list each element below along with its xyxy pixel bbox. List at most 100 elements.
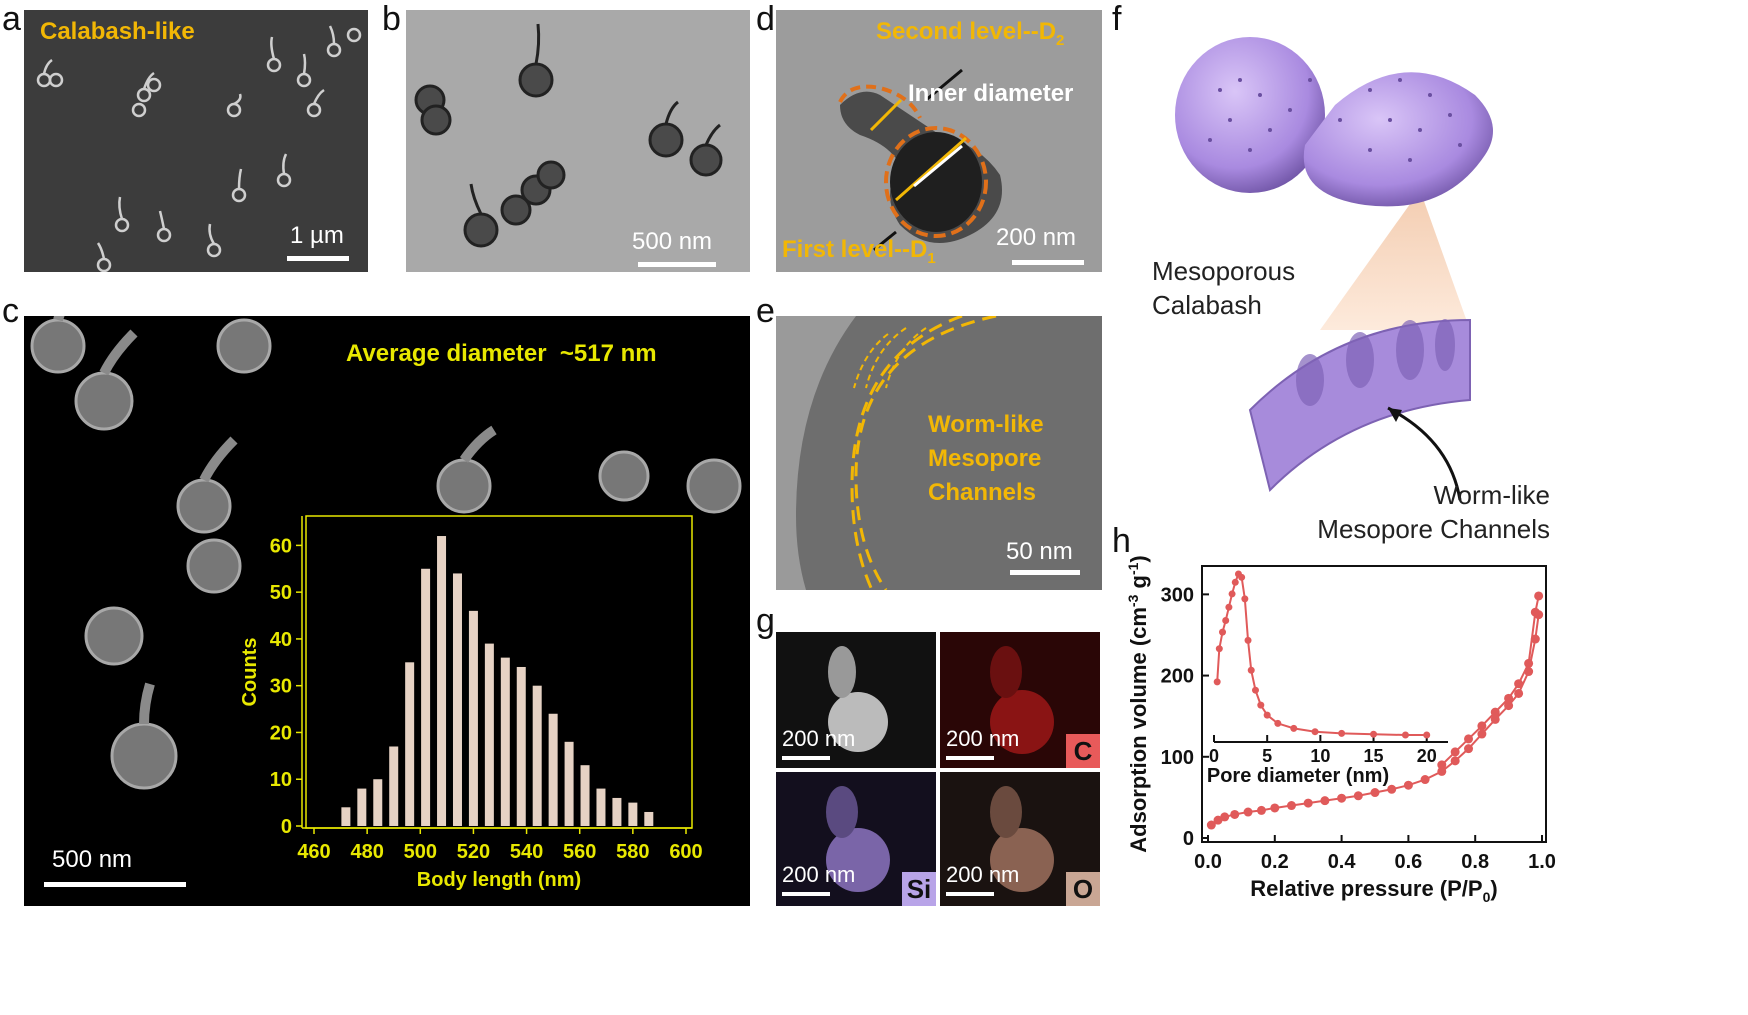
histogram-bar bbox=[500, 657, 510, 826]
isotherm-y-tick-label: 100 bbox=[1161, 747, 1194, 769]
isotherm-y-label: Adsorption volume (cm-3 g-1) bbox=[1125, 555, 1151, 852]
isotherm-x-tick-label: 0.6 bbox=[1394, 851, 1422, 873]
histogram-bar bbox=[373, 779, 383, 826]
pore-distribution-point bbox=[1219, 628, 1227, 636]
pore-distribution-point bbox=[1370, 730, 1378, 738]
panel-a-title: Calabash-like bbox=[40, 18, 195, 45]
isotherm-point bbox=[1420, 775, 1430, 785]
histogram-bar bbox=[580, 765, 590, 826]
isotherm-point bbox=[1256, 805, 1266, 815]
isotherm-x-tick-label: 0.4 bbox=[1328, 851, 1357, 873]
pore-distribution-point bbox=[1401, 731, 1409, 739]
histogram-y-tick-label: 20 bbox=[270, 722, 292, 744]
isotherm-point bbox=[1464, 744, 1474, 754]
isotherm-x-tick-label: 0.0 bbox=[1194, 851, 1222, 873]
panel-b-particles bbox=[414, 23, 723, 248]
isotherm-point bbox=[1504, 701, 1514, 711]
panel-g-haadf-scale-bar bbox=[782, 756, 830, 760]
panel-g-letter: g bbox=[756, 602, 775, 640]
pore-distribution-point bbox=[1244, 636, 1252, 644]
panel-g-carbon-map: 200 nm C bbox=[940, 632, 1100, 768]
panel-e-hrtem-image: Worm-like Mesopore Channels 50 nm bbox=[776, 316, 1102, 590]
pore-distribution-point bbox=[1241, 595, 1249, 603]
element-tag-c: C bbox=[1066, 734, 1100, 768]
isotherm-y-tick-label: 300 bbox=[1161, 584, 1194, 606]
isotherm-point bbox=[1530, 607, 1540, 617]
calabash-sphere-small bbox=[1175, 37, 1325, 193]
histogram-bar bbox=[628, 802, 638, 826]
histogram-bar bbox=[437, 536, 447, 826]
histogram-bar bbox=[548, 713, 558, 826]
isotherm-point bbox=[1437, 760, 1447, 770]
histogram-bar bbox=[564, 741, 574, 826]
inset-x-tick-label: 15 bbox=[1364, 746, 1384, 766]
panel-a-letter: a bbox=[2, 0, 21, 38]
isotherm-point bbox=[1490, 707, 1500, 717]
panel-f-channels-label: Worm-like Mesopore Channels bbox=[1317, 480, 1550, 544]
inset-x-tick-label: 10 bbox=[1310, 746, 1330, 766]
histogram-bar bbox=[532, 685, 542, 826]
histogram-x-label: Body length (nm) bbox=[417, 869, 581, 891]
histogram-bar bbox=[468, 610, 478, 826]
channels-arrow bbox=[1387, 406, 1462, 501]
histogram-x-tick-label: 600 bbox=[669, 841, 702, 863]
isotherm-point bbox=[1220, 812, 1230, 822]
histogram-x-tick-label: 540 bbox=[510, 841, 543, 863]
isotherm-point bbox=[1213, 815, 1223, 825]
panel-g-carbon-scale-bar bbox=[946, 756, 994, 760]
pore-distribution-point bbox=[1311, 728, 1319, 736]
panel-g-carbon-scale: 200 nm bbox=[946, 726, 1020, 751]
isotherm-x-tick-label: 1.0 bbox=[1528, 851, 1556, 873]
histogram-bar bbox=[644, 811, 654, 826]
pore-distribution-point bbox=[1290, 724, 1298, 732]
pore-distribution-point bbox=[1251, 686, 1259, 694]
panel-d-scale-label: 200 nm bbox=[996, 224, 1077, 251]
histogram-bar bbox=[405, 662, 415, 826]
histogram-bar bbox=[484, 643, 494, 826]
panel-b-scale-label: 500 nm bbox=[632, 228, 713, 255]
histogram-x-tick-label: 580 bbox=[616, 841, 649, 863]
histogram-bar bbox=[341, 807, 351, 826]
histogram-y-tick-label: 40 bbox=[270, 629, 292, 651]
histogram-x-tick-label: 480 bbox=[350, 841, 383, 863]
panel-d-inner-diameter-label: Inner diameter bbox=[908, 80, 1074, 107]
zoom-cone bbox=[1320, 190, 1470, 330]
panel-g-oxygen-scale: 200 nm bbox=[946, 862, 1020, 887]
pore-distribution-point bbox=[1215, 645, 1223, 653]
panel-g-haadf-scale: 200 nm bbox=[782, 726, 856, 751]
panel-b-letter: b bbox=[382, 0, 401, 38]
inset-x-tick-label: 5 bbox=[1262, 746, 1272, 766]
panel-e-label: Worm-like Mesopore Channels bbox=[928, 411, 1044, 506]
panel-h-letter: h bbox=[1112, 522, 1131, 560]
panel-e-letter: e bbox=[756, 292, 775, 330]
histogram-inset: 460 480 500 520 540 560 580 600 0 10 20 30 40 50 60 C… bbox=[239, 515, 703, 891]
histogram-bar bbox=[357, 788, 367, 826]
pore-distribution-point bbox=[1338, 729, 1346, 737]
histogram-bar bbox=[389, 746, 399, 826]
isotherm-point bbox=[1514, 688, 1524, 698]
desorption-branch-line bbox=[1441, 595, 1540, 766]
isotherm-point bbox=[1206, 820, 1216, 830]
isotherm-frame bbox=[1201, 565, 1547, 843]
panel-c-stem-image: 460 480 500 520 540 560 580 600 0 10 20 30 40 50 60 C… bbox=[24, 316, 750, 906]
isotherm-point bbox=[1370, 788, 1380, 798]
isotherm-point bbox=[1403, 780, 1413, 790]
pore-distribution-point bbox=[1213, 678, 1221, 686]
panel-d-tem-image: Second level--D2 Inner diameter First le… bbox=[776, 10, 1102, 272]
histogram-x-tick-label: 520 bbox=[457, 841, 490, 863]
histogram-bar bbox=[421, 568, 431, 826]
panel-d-second-level-label: Second level--D2 bbox=[876, 18, 1065, 49]
panel-a-particles bbox=[36, 25, 362, 272]
panel-f-letter: f bbox=[1112, 0, 1122, 38]
panel-e-scale-bar bbox=[1010, 570, 1080, 575]
pore-distribution-point bbox=[1231, 578, 1239, 586]
isotherm-point bbox=[1320, 796, 1330, 806]
histogram-bar bbox=[452, 573, 462, 826]
panel-e-diagram bbox=[776, 316, 997, 590]
panel-g-silicon-map: 200 nm Si bbox=[776, 772, 936, 906]
panel-c-particles: 460 480 500 520 540 560 580 600 0 10 20 30 40 50 60 C… bbox=[30, 316, 742, 891]
histogram-x-tick-label: 500 bbox=[404, 841, 437, 863]
panel-h-isotherm-chart: 0.0 0.2 0.4 0.6 0.8 1.0 0 100 200 300 0 5 10 15 20 R… bbox=[1125, 555, 1556, 905]
pore-distribution-line bbox=[1216, 572, 1427, 737]
histogram-y-tick-label: 30 bbox=[270, 676, 292, 698]
